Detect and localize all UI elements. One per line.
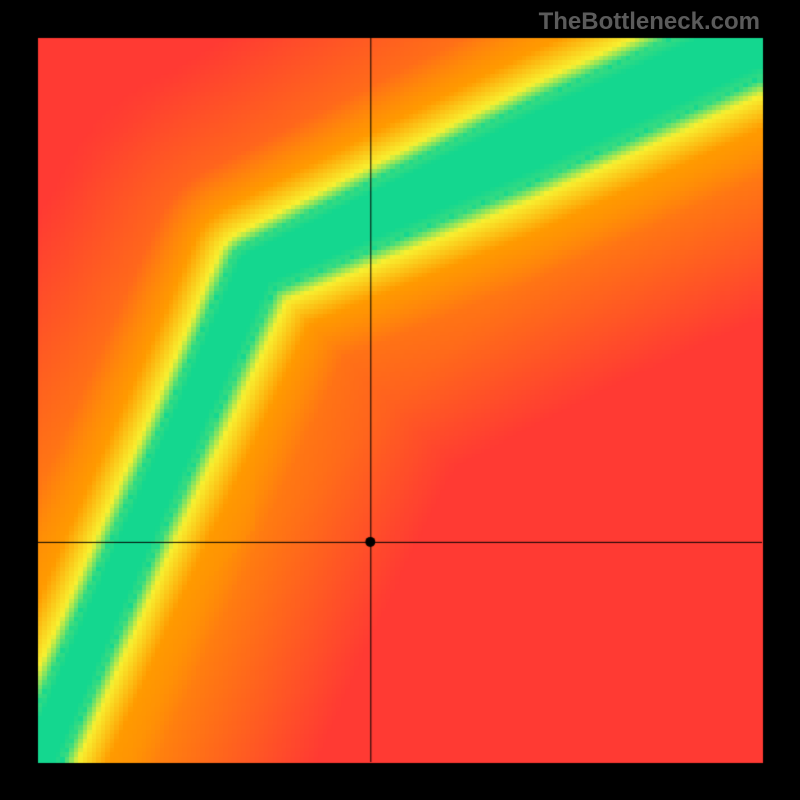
chart-container: TheBottleneck.com: [0, 0, 800, 800]
bottleneck-heatmap: [0, 0, 800, 800]
watermark-text: TheBottleneck.com: [539, 8, 760, 36]
